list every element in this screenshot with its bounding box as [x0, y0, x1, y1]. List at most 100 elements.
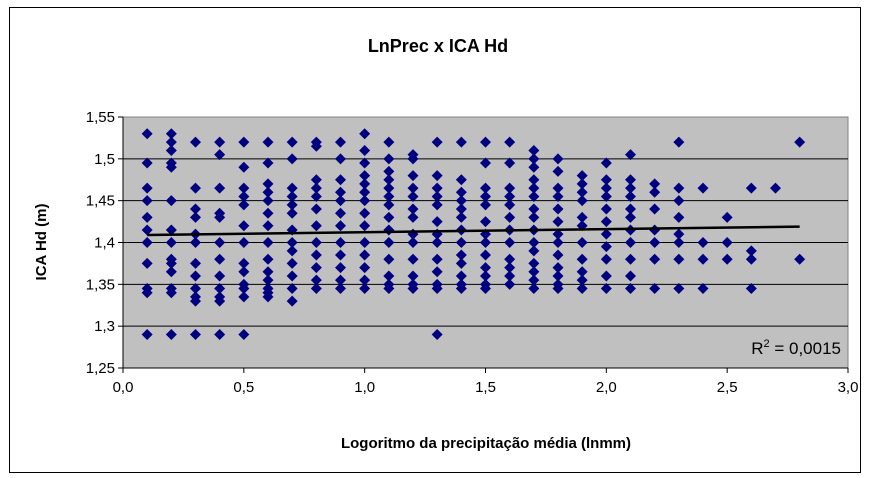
data-point [190, 295, 201, 307]
y-tick-label: 1,25 [86, 360, 115, 377]
data-point [431, 199, 443, 211]
data-point [214, 253, 226, 265]
data-point [310, 274, 322, 286]
data-point [504, 190, 516, 202]
data-point [359, 262, 371, 274]
data-point [649, 178, 661, 190]
data-point [480, 216, 491, 228]
data-point [455, 136, 467, 148]
data-point [238, 161, 250, 173]
data-point [310, 262, 322, 274]
data-point [165, 128, 177, 140]
data-point [504, 157, 516, 169]
data-point [310, 174, 322, 186]
data-point [455, 211, 467, 223]
data-point [455, 237, 467, 248]
data-point [214, 136, 226, 148]
data-point [600, 157, 612, 169]
data-point [141, 128, 153, 140]
x-axis-title: Logoritmo da precipitação média (lnmm) [341, 435, 631, 452]
data-point [286, 182, 298, 194]
data-point [431, 266, 443, 278]
data-point [310, 190, 322, 202]
data-point [721, 253, 733, 265]
data-point [214, 270, 226, 282]
data-point [383, 253, 395, 265]
data-point [310, 283, 322, 295]
y-tick-label: 1,35 [86, 276, 115, 293]
data-point [625, 182, 636, 194]
data-point [407, 253, 419, 265]
data-point [335, 207, 346, 219]
data-point [745, 253, 757, 265]
data-point [214, 283, 226, 295]
data-point [383, 182, 395, 194]
data-point [455, 257, 467, 269]
data-point [359, 144, 371, 156]
data-point [407, 211, 419, 223]
data-point [407, 203, 419, 215]
data-point [552, 216, 564, 228]
x-tick-label: 2,5 [717, 379, 738, 396]
data-point [407, 283, 419, 295]
data-point [455, 249, 467, 261]
data-point [600, 203, 612, 215]
data-point [165, 161, 177, 173]
data-point [359, 170, 371, 182]
data-point [407, 153, 419, 165]
data-point [359, 186, 371, 198]
data-point [190, 257, 201, 269]
data-point [600, 270, 612, 282]
data-point [528, 266, 540, 278]
data-point [431, 170, 443, 182]
data-point [455, 195, 467, 207]
data-point [383, 174, 395, 186]
data-point [528, 237, 540, 248]
data-point [504, 199, 516, 211]
data-point [600, 241, 612, 253]
data-point [359, 274, 371, 286]
data-point [504, 278, 516, 290]
data-point [625, 203, 636, 215]
data-point [552, 228, 564, 240]
data-point [455, 203, 467, 215]
data-point [552, 153, 564, 165]
data-point [649, 283, 661, 295]
data-point [528, 144, 540, 156]
x-axis-ticks: 0,0 0,5 1,0 1,5 2,0 2,5 3,0 [113, 368, 858, 396]
data-point [625, 174, 636, 186]
data-point [190, 237, 201, 248]
data-point [552, 190, 564, 202]
data-point [262, 178, 274, 190]
x-tick-label: 0,5 [233, 379, 254, 396]
data-point [214, 182, 226, 194]
data-point [141, 287, 153, 299]
data-point [286, 237, 298, 248]
data-point [286, 199, 298, 211]
data-point [335, 237, 346, 248]
data-point [238, 182, 250, 194]
data-point [625, 149, 636, 161]
data-point [649, 253, 661, 265]
scatter-chart: LnPrec x ICA Hd 1,25 1,3 1,35 1,4 1,45 1,5 1,5… [33, 36, 858, 452]
data-point [794, 136, 806, 148]
data-point [359, 128, 371, 140]
data-point [383, 153, 395, 165]
data-point [335, 195, 346, 207]
data-point [600, 216, 612, 228]
data-point [552, 203, 564, 215]
data-point [262, 291, 274, 303]
data-point [165, 237, 177, 248]
data-point [504, 237, 516, 248]
data-point [528, 182, 540, 194]
data-point [165, 136, 177, 148]
data-point [335, 153, 346, 165]
data-point [504, 253, 516, 265]
data-point [770, 182, 781, 194]
data-point [576, 186, 588, 198]
data-point [359, 157, 371, 169]
data-point [431, 136, 443, 148]
data-point [600, 228, 612, 240]
data-point [190, 270, 201, 282]
data-point [625, 211, 636, 223]
